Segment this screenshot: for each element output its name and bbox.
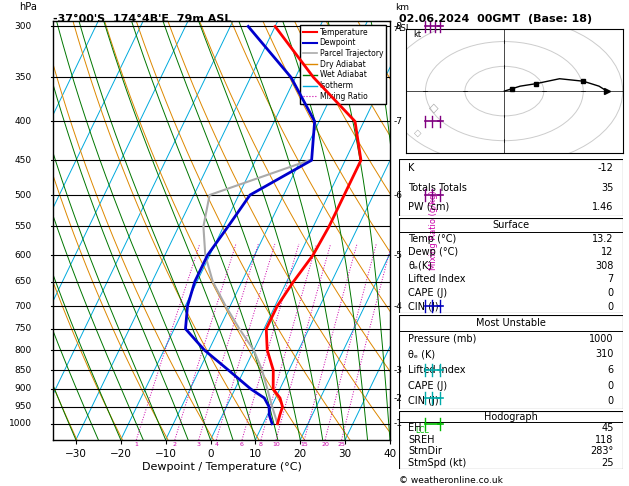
Text: kt: kt (414, 30, 421, 38)
Text: km: km (395, 3, 409, 13)
Text: 450: 450 (14, 156, 31, 165)
Legend: Temperature, Dewpoint, Parcel Trajectory, Dry Adiabat, Wet Adiabat, Isotherm, Mi: Temperature, Dewpoint, Parcel Trajectory… (300, 25, 386, 104)
Text: 3: 3 (197, 442, 201, 447)
Text: CAPE (J): CAPE (J) (408, 288, 447, 298)
Text: Pressure (mb): Pressure (mb) (408, 334, 477, 344)
Text: StmSpd (kt): StmSpd (kt) (408, 458, 467, 468)
Text: θₑ(K): θₑ(K) (408, 261, 432, 271)
Text: -4: -4 (394, 301, 403, 311)
Text: Hodograph: Hodograph (484, 412, 538, 421)
Text: 2: 2 (173, 442, 177, 447)
Text: 25: 25 (601, 458, 614, 468)
Text: 10: 10 (272, 442, 280, 447)
Text: -37°00'S  174°4B'E  79m ASL: -37°00'S 174°4B'E 79m ASL (53, 14, 232, 24)
Text: 950: 950 (14, 402, 31, 411)
Text: 600: 600 (14, 251, 31, 260)
Text: 300: 300 (14, 22, 31, 31)
Text: 6: 6 (240, 442, 244, 447)
Text: Lifted Index: Lifted Index (408, 365, 466, 375)
Text: CIN (J): CIN (J) (408, 397, 439, 406)
Text: 650: 650 (14, 277, 31, 286)
X-axis label: Dewpoint / Temperature (°C): Dewpoint / Temperature (°C) (142, 462, 302, 471)
Text: θₑ (K): θₑ (K) (408, 349, 435, 360)
Text: EH: EH (408, 423, 422, 433)
Text: -3: -3 (394, 365, 403, 375)
Text: SREH: SREH (408, 435, 435, 445)
Text: Most Unstable: Most Unstable (476, 318, 546, 328)
Text: 283°: 283° (591, 447, 614, 456)
Text: 1.46: 1.46 (593, 202, 614, 212)
Text: 1000: 1000 (589, 334, 614, 344)
Text: 15: 15 (301, 442, 308, 447)
Text: 6: 6 (608, 365, 614, 375)
Text: Mixing Ratio (g/kg): Mixing Ratio (g/kg) (429, 191, 438, 270)
Text: 45: 45 (601, 423, 614, 433)
Text: 0: 0 (608, 302, 614, 312)
Text: -1: -1 (394, 419, 403, 428)
Text: 350: 350 (14, 73, 31, 82)
Text: 0: 0 (608, 397, 614, 406)
Text: LCL: LCL (415, 426, 429, 435)
Text: 800: 800 (14, 346, 31, 355)
Text: 1: 1 (135, 442, 138, 447)
Text: CIN (J): CIN (J) (408, 302, 439, 312)
Text: 850: 850 (14, 365, 31, 375)
Text: Dewp (°C): Dewp (°C) (408, 247, 459, 257)
Text: 308: 308 (596, 261, 614, 271)
Text: 13.2: 13.2 (593, 234, 614, 243)
Text: 02.06.2024  00GMT  (Base: 18): 02.06.2024 00GMT (Base: 18) (399, 14, 593, 24)
Text: ◇: ◇ (428, 101, 438, 114)
Text: 8: 8 (259, 442, 263, 447)
Text: -5: -5 (394, 251, 403, 260)
Text: 7: 7 (608, 275, 614, 284)
Text: CAPE (J): CAPE (J) (408, 381, 447, 391)
Text: 1000: 1000 (9, 419, 31, 428)
Text: -7: -7 (394, 117, 403, 126)
Text: 900: 900 (14, 384, 31, 394)
Text: K: K (408, 163, 415, 174)
Text: PW (cm): PW (cm) (408, 202, 450, 212)
Text: -6: -6 (394, 191, 403, 200)
Text: 750: 750 (14, 324, 31, 333)
Text: Temp (°C): Temp (°C) (408, 234, 457, 243)
Text: Totals Totals: Totals Totals (408, 183, 467, 192)
Text: Lifted Index: Lifted Index (408, 275, 466, 284)
Text: -2: -2 (394, 394, 403, 402)
Text: 0: 0 (608, 381, 614, 391)
Text: 12: 12 (601, 247, 614, 257)
Text: 400: 400 (14, 117, 31, 126)
Text: StmDir: StmDir (408, 447, 442, 456)
Text: 25: 25 (338, 442, 345, 447)
Text: -12: -12 (598, 163, 614, 174)
Text: 0: 0 (608, 288, 614, 298)
Text: 310: 310 (596, 349, 614, 360)
Text: 500: 500 (14, 191, 31, 200)
Text: Surface: Surface (493, 220, 530, 230)
Text: © weatheronline.co.uk: © weatheronline.co.uk (399, 476, 503, 486)
Text: 118: 118 (596, 435, 614, 445)
Text: ◇: ◇ (414, 128, 421, 138)
Text: 20: 20 (321, 442, 329, 447)
Text: 700: 700 (14, 301, 31, 311)
Text: 35: 35 (601, 183, 614, 192)
Text: ASL: ASL (395, 24, 412, 34)
Text: -8: -8 (394, 22, 403, 31)
Text: 4: 4 (214, 442, 218, 447)
Text: 550: 550 (14, 222, 31, 231)
Text: hPa: hPa (19, 2, 37, 13)
